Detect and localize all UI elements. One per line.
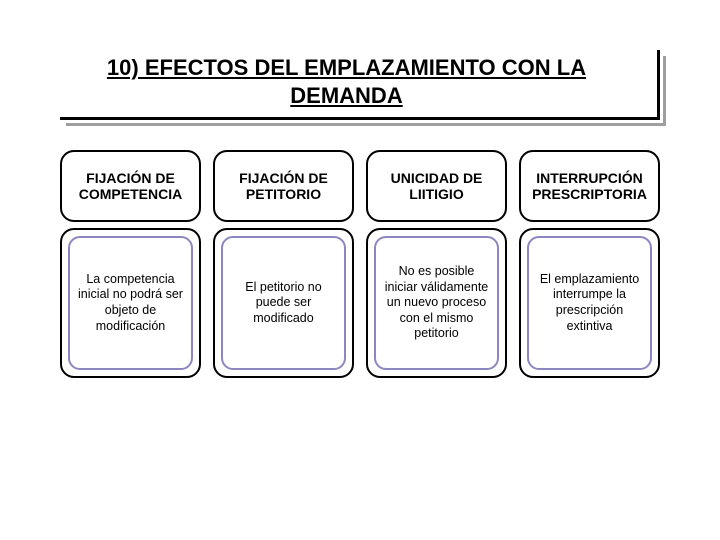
column-2-header: FIJACIÓN DE PETITORIO: [213, 150, 354, 222]
column-1-header-label: FIJACIÓN DE COMPETENCIA: [66, 170, 195, 202]
column-2-body-text: El petitorio no puede ser modificado: [229, 280, 338, 327]
title-container: 10) EFECTOS DEL EMPLAZAMIENTO CON LA DEM…: [60, 50, 660, 120]
column-4-header: INTERRUPCIÓN PRESCRIPTORIA: [519, 150, 660, 222]
column-1-header: FIJACIÓN DE COMPETENCIA: [60, 150, 201, 222]
column-1-body-inner: La competencia inicial no podrá ser obje…: [68, 236, 193, 370]
column-4-body-inner: El emplazamiento interrumpe la prescripc…: [527, 236, 652, 370]
column-2: FIJACIÓN DE PETITORIO El petitorio no pu…: [213, 150, 354, 378]
column-3-body-text: No es posible iniciar válidamente un nue…: [382, 264, 491, 342]
column-1-body-outer: La competencia inicial no podrá ser obje…: [60, 228, 201, 378]
column-2-header-label: FIJACIÓN DE PETITORIO: [219, 170, 348, 202]
column-1-body-text: La competencia inicial no podrá ser obje…: [76, 272, 185, 335]
columns-container: FIJACIÓN DE COMPETENCIA La competencia i…: [60, 150, 660, 378]
column-3-header: UNICIDAD DE LIITIGIO: [366, 150, 507, 222]
page-title: 10) EFECTOS DEL EMPLAZAMIENTO CON LA DEM…: [66, 54, 627, 109]
column-2-body-outer: El petitorio no puede ser modificado: [213, 228, 354, 378]
column-2-body-inner: El petitorio no puede ser modificado: [221, 236, 346, 370]
column-1: FIJACIÓN DE COMPETENCIA La competencia i…: [60, 150, 201, 378]
title-box: 10) EFECTOS DEL EMPLAZAMIENTO CON LA DEM…: [60, 50, 660, 120]
column-4-body-text: El emplazamiento interrumpe la prescripc…: [535, 272, 644, 335]
column-3: UNICIDAD DE LIITIGIO No es posible inici…: [366, 150, 507, 378]
column-4-body-outer: El emplazamiento interrumpe la prescripc…: [519, 228, 660, 378]
column-3-body-inner: No es posible iniciar válidamente un nue…: [374, 236, 499, 370]
column-3-body-outer: No es posible iniciar válidamente un nue…: [366, 228, 507, 378]
column-4: INTERRUPCIÓN PRESCRIPTORIA El emplazamie…: [519, 150, 660, 378]
column-4-header-label: INTERRUPCIÓN PRESCRIPTORIA: [525, 170, 654, 202]
column-3-header-label: UNICIDAD DE LIITIGIO: [372, 170, 501, 202]
